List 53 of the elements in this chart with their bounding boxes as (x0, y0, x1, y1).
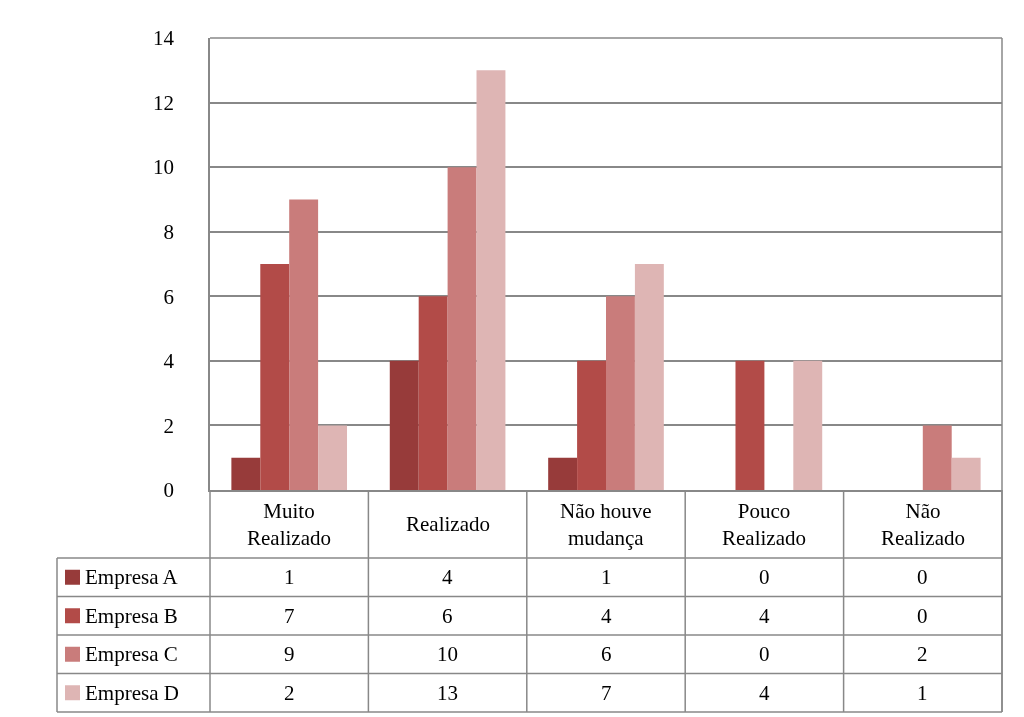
y-tick-label: 10 (153, 155, 175, 180)
y-tick-label: 8 (163, 220, 175, 245)
data-label: 7 (284, 604, 295, 628)
legend-label: Empresa D (85, 681, 179, 705)
bar (231, 457, 261, 490)
bar (735, 360, 765, 490)
y-tick-label: 2 (163, 413, 175, 438)
data-label: 0 (917, 604, 928, 628)
bar (318, 425, 348, 490)
bar (418, 296, 448, 490)
data-label: 2 (284, 681, 295, 705)
bar (922, 425, 952, 490)
data-label: 6 (442, 604, 453, 628)
bar (260, 264, 290, 490)
data-label: 1 (601, 565, 612, 589)
bar (476, 70, 506, 490)
x-tick-label: Não houve mudança (560, 499, 652, 551)
bar (289, 199, 319, 490)
bar (548, 457, 578, 490)
y-tick-label: 4 (163, 349, 175, 374)
bar (951, 457, 981, 490)
data-label: 0 (917, 565, 928, 589)
data-label: 4 (759, 681, 770, 705)
data-label: 6 (601, 642, 612, 666)
data-label: 0 (759, 642, 770, 666)
bar (606, 296, 635, 490)
x-tick-label: Realizado (406, 512, 490, 536)
bar (793, 360, 823, 490)
bar (389, 360, 419, 490)
data-label: 2 (917, 642, 928, 666)
y-tick-label: 12 (153, 90, 175, 115)
data-label: 7 (601, 681, 612, 705)
bar (447, 167, 477, 490)
y-tick-label: 0 (163, 478, 175, 503)
y-tick-label: 14 (153, 26, 175, 51)
data-label: 1 (917, 681, 928, 705)
data-label: 0 (759, 565, 770, 589)
y-tick-label: 6 (163, 284, 175, 309)
bar (577, 360, 606, 490)
data-label: 4 (442, 565, 453, 589)
data-label: 9 (284, 642, 295, 666)
data-label: 4 (759, 604, 770, 628)
x-tick-label: Não Realizado (881, 499, 965, 551)
data-label: 10 (437, 642, 458, 666)
data-label: 1 (284, 565, 295, 589)
legend-label: Empresa A (85, 565, 179, 589)
legend-label: Empresa C (85, 642, 178, 666)
x-tick-label: Muito Realizado (247, 499, 331, 551)
bar (634, 264, 664, 490)
legend-label: Empresa B (85, 604, 178, 628)
data-label: 4 (601, 604, 612, 628)
x-tick-label: Pouco Realizado (722, 499, 806, 551)
data-label: 13 (437, 681, 458, 705)
